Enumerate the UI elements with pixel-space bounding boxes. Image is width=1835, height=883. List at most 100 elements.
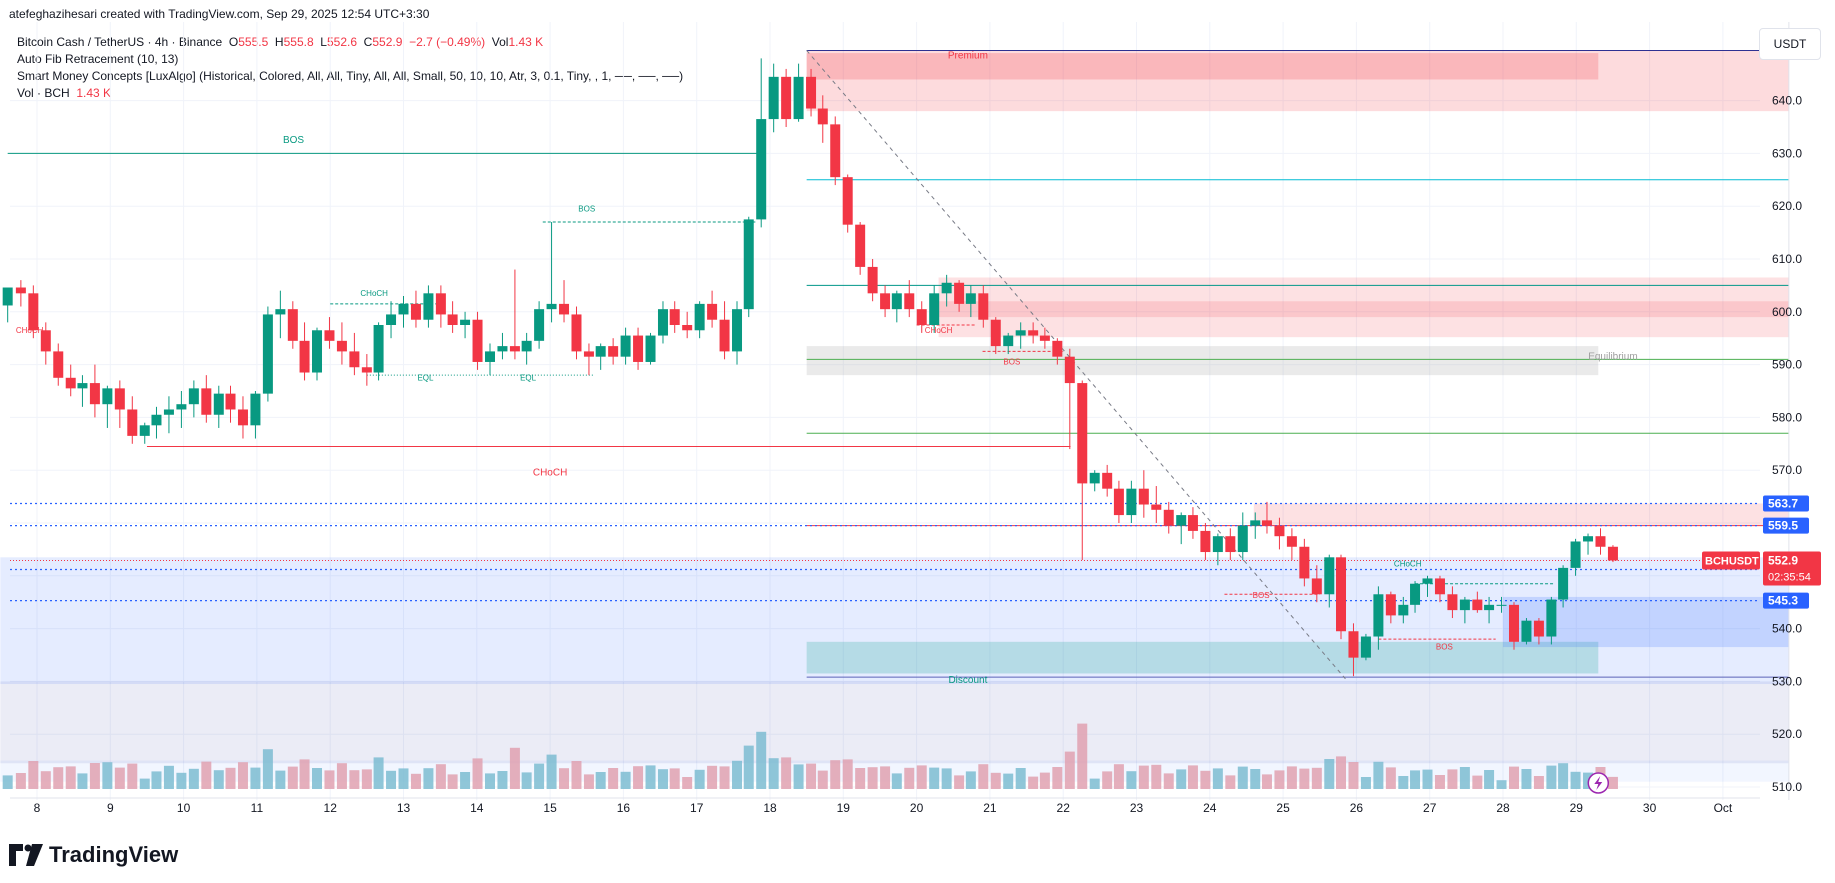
candle-body	[732, 309, 743, 352]
volume-bar	[324, 770, 335, 789]
smc-label: EQL	[520, 373, 537, 382]
candle-body	[398, 303, 409, 315]
symbol-legend-row[interactable]: Bitcoin Cash / TetherUS · 4h · Binance O…	[17, 35, 544, 49]
price-unit-button[interactable]: USDT	[1759, 28, 1821, 60]
candle-body	[633, 335, 644, 362]
y-tick-label: 510.0	[1772, 780, 1802, 794]
candle-body	[237, 409, 248, 426]
candle-body	[1212, 536, 1223, 553]
smc-label: CHoCH	[533, 467, 567, 478]
indicator-vol-row[interactable]: Vol · BCH 1.43 K	[17, 85, 683, 102]
y-tick-label: 580.0	[1772, 410, 1802, 424]
volume-bar	[743, 745, 754, 789]
volume-bar	[571, 761, 582, 789]
x-tick-label: Oct	[1714, 801, 1733, 815]
candle-body	[1089, 472, 1100, 484]
candle-body	[793, 76, 804, 120]
equilibrium-label: Equilibrium	[1588, 351, 1637, 362]
volume-bar	[1200, 770, 1211, 789]
candle-body	[521, 340, 532, 352]
candle-body	[1015, 330, 1026, 336]
volume-bar	[1237, 766, 1248, 789]
volume-bar	[546, 754, 557, 789]
candle-body	[1126, 488, 1137, 516]
volume-bar	[127, 763, 138, 789]
candle-body	[188, 388, 199, 405]
candle-body	[312, 330, 323, 373]
candle-body	[262, 314, 273, 394]
volume-bar	[497, 771, 508, 789]
volume-bar	[732, 760, 743, 789]
volume-bar	[583, 774, 594, 789]
volume-bar	[1546, 765, 1557, 789]
volume-bar	[1472, 775, 1483, 789]
volume-bar	[1113, 764, 1124, 789]
volume-bar	[842, 759, 853, 789]
price-level-tag-text: 559.5	[1768, 519, 1798, 533]
indicator-fib-row[interactable]: Auto Fib Retracement (10, 13)	[17, 52, 179, 66]
volume-bar	[435, 764, 446, 789]
x-tick-label: 23	[1130, 801, 1144, 815]
candle-body	[1052, 340, 1063, 357]
countdown-text: 02:35:54	[1768, 571, 1811, 583]
volume-bar	[472, 758, 483, 789]
candle-body	[53, 351, 64, 378]
candle-body	[1064, 356, 1075, 384]
x-tick-label: 19	[837, 801, 851, 815]
volume-bar	[1176, 769, 1187, 789]
volume-bar	[287, 766, 298, 789]
x-tick-label: 9	[107, 801, 114, 815]
candle-body	[275, 309, 286, 315]
candle-body	[904, 293, 915, 310]
candle-body	[1039, 335, 1050, 341]
volume-bar	[1434, 775, 1445, 789]
symbol-name[interactable]: Bitcoin Cash / TetherUS · 4h · Binance	[17, 35, 223, 49]
candle-body	[77, 383, 88, 389]
last-price-tag	[1763, 551, 1821, 586]
price-level-tag	[1763, 592, 1809, 609]
candle-body	[472, 319, 483, 362]
volume-bar	[806, 763, 817, 789]
candle-body	[1237, 525, 1248, 553]
candle-body	[102, 388, 113, 405]
volume-bar	[484, 773, 495, 789]
volume-bar	[1558, 763, 1569, 789]
candle-body	[250, 393, 261, 426]
change-value: −2.7 (−0.49%)	[409, 35, 486, 49]
volume-bar	[1447, 769, 1458, 789]
candle-body	[559, 303, 570, 315]
volume-bar	[1052, 767, 1063, 789]
volume-bar	[1151, 764, 1162, 789]
volume-bar	[1274, 770, 1285, 789]
volume-bar	[262, 749, 273, 789]
volume-bar	[1324, 759, 1335, 789]
volume-bar	[645, 765, 656, 789]
candle-body	[1546, 599, 1557, 637]
volume-bar	[201, 761, 212, 789]
volume-bar	[1373, 761, 1384, 789]
volume-bar	[225, 767, 236, 789]
tradingview-logo: TradingView	[9, 842, 178, 868]
discount-lower-zone	[0, 681, 1789, 764]
candle-body	[299, 340, 310, 373]
y-tick-label: 540.0	[1772, 622, 1802, 636]
volume-bar	[633, 766, 644, 789]
discount-label: Discount	[948, 675, 987, 686]
volume-bar	[1299, 768, 1310, 789]
chart-legend: Bitcoin Cash / TetherUS · 4h · Binance O…	[17, 34, 683, 102]
candle-body	[1274, 525, 1285, 537]
candle-body	[114, 388, 125, 410]
volume-bar	[608, 768, 619, 789]
candle-body	[163, 409, 174, 415]
volume-bar	[114, 767, 125, 789]
candle-body	[139, 425, 150, 436]
volume-bar	[595, 772, 606, 789]
volume-bar	[521, 772, 532, 789]
candle-body	[1385, 594, 1396, 616]
volume-bar	[1311, 767, 1322, 789]
x-tick-label: 24	[1203, 801, 1217, 815]
volume-bar	[1496, 780, 1507, 789]
candle-body	[657, 309, 668, 336]
volume-bar	[139, 778, 150, 789]
